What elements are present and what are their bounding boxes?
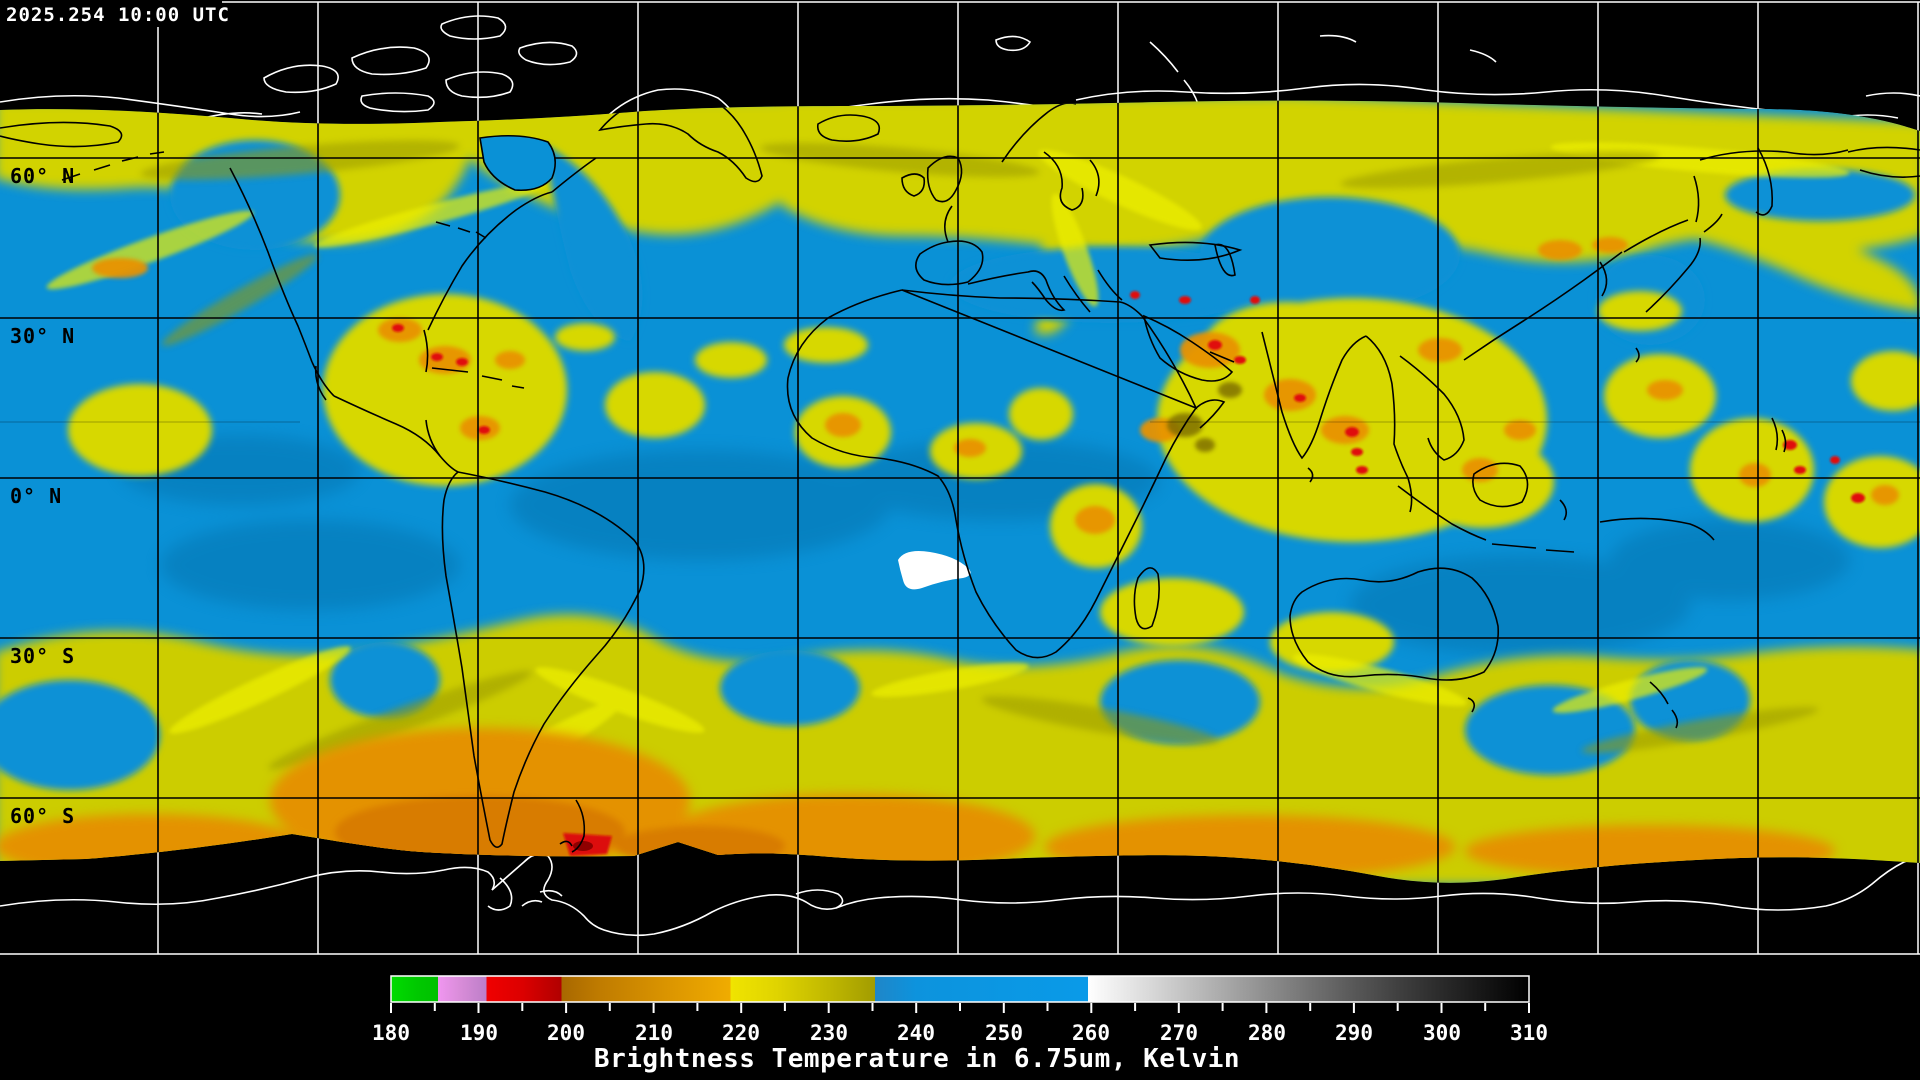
colorbar-label: 210 xyxy=(635,1021,673,1045)
colorbar-label: 290 xyxy=(1335,1021,1373,1045)
olive-cloud-shading xyxy=(140,140,1819,770)
colorbar-tick xyxy=(1046,1003,1049,1011)
colorbar-tick xyxy=(959,1003,961,1011)
colorbar-tick xyxy=(1309,1003,1312,1011)
latitude-labels: 60° N 30° N 0° N 30° S 60° S xyxy=(10,164,75,828)
colorbar-label: 190 xyxy=(460,1021,498,1045)
colorbar-tick xyxy=(783,1003,786,1011)
colorbar-gradient-bar xyxy=(390,975,1530,1003)
coldest-cloud-red-specks xyxy=(392,291,1865,503)
colorbar-tick xyxy=(1528,1003,1530,1013)
dry-air-streaks xyxy=(120,435,1850,655)
coastlines xyxy=(0,100,1920,853)
colorbar-label: 200 xyxy=(547,1021,585,1045)
latitude-label-60s: 60° S xyxy=(10,804,75,828)
latitude-label-30s: 30° S xyxy=(10,644,75,668)
colorbar-label: 250 xyxy=(985,1021,1023,1045)
colorbar-tick xyxy=(1484,1003,1487,1011)
latitude-label-60n: 60° N xyxy=(10,164,75,188)
hudson-bay xyxy=(479,134,556,192)
colorbar-tick xyxy=(390,1003,392,1013)
colorbar-label: 230 xyxy=(810,1021,848,1045)
colorbar-tick xyxy=(1221,1003,1224,1011)
colorbar-label: 300 xyxy=(1423,1021,1461,1045)
colorbar-tick xyxy=(1440,1003,1443,1013)
colorbar-ticks xyxy=(390,1003,1530,1013)
colorbar-tick xyxy=(1134,1003,1137,1011)
colorbar-tick xyxy=(696,1003,699,1011)
colorbar-label: 260 xyxy=(1072,1021,1110,1045)
colorbar-tick xyxy=(1002,1003,1005,1013)
colorbar-tick xyxy=(477,1003,480,1013)
colorbar-tick xyxy=(1396,1003,1399,1011)
overexposed-white-blob xyxy=(898,551,971,590)
colorbar-tick xyxy=(915,1003,918,1013)
colorbar: 180 190 200 210 220 230 240 250 260 270 … xyxy=(372,975,1548,1074)
colorbar-label: 220 xyxy=(722,1021,760,1045)
colorbar-label: 280 xyxy=(1248,1021,1286,1045)
colorbar-tick xyxy=(1265,1003,1268,1013)
colorbar-tick xyxy=(652,1003,655,1013)
colorbar-title: Brightness Temperature in 6.75um, Kelvin xyxy=(594,1044,1240,1074)
colorbar-tick xyxy=(1352,1003,1355,1013)
colorbar-tick xyxy=(740,1003,743,1013)
colorbar-label: 310 xyxy=(1510,1021,1548,1045)
colorbar-tick xyxy=(827,1003,830,1013)
colorbar-label: 180 xyxy=(372,1021,410,1045)
colorbar-label: 240 xyxy=(897,1021,935,1045)
colorbar-tick xyxy=(433,1003,436,1011)
timestamp-background xyxy=(0,0,222,27)
colorbar-tick xyxy=(1090,1003,1093,1013)
colorbar-tick xyxy=(871,1003,874,1011)
colorbar-label: 270 xyxy=(1160,1021,1198,1045)
timestamp: 2025.254 10:00 UTC xyxy=(6,4,230,26)
latitude-label-0n: 0° N xyxy=(10,484,62,508)
colorbar-tick xyxy=(521,1003,524,1011)
antarctic-dark-red-core xyxy=(573,841,593,851)
colorbar-tick-labels: 180 190 200 210 220 230 240 250 260 270 … xyxy=(372,1021,1548,1045)
cold-cloud-orange-cores xyxy=(92,237,1899,534)
colorbar-tick xyxy=(565,1003,568,1013)
colorbar-tick xyxy=(1177,1003,1180,1013)
colorbar-tick xyxy=(608,1003,611,1011)
latitude-label-30n: 30° N xyxy=(10,324,75,348)
